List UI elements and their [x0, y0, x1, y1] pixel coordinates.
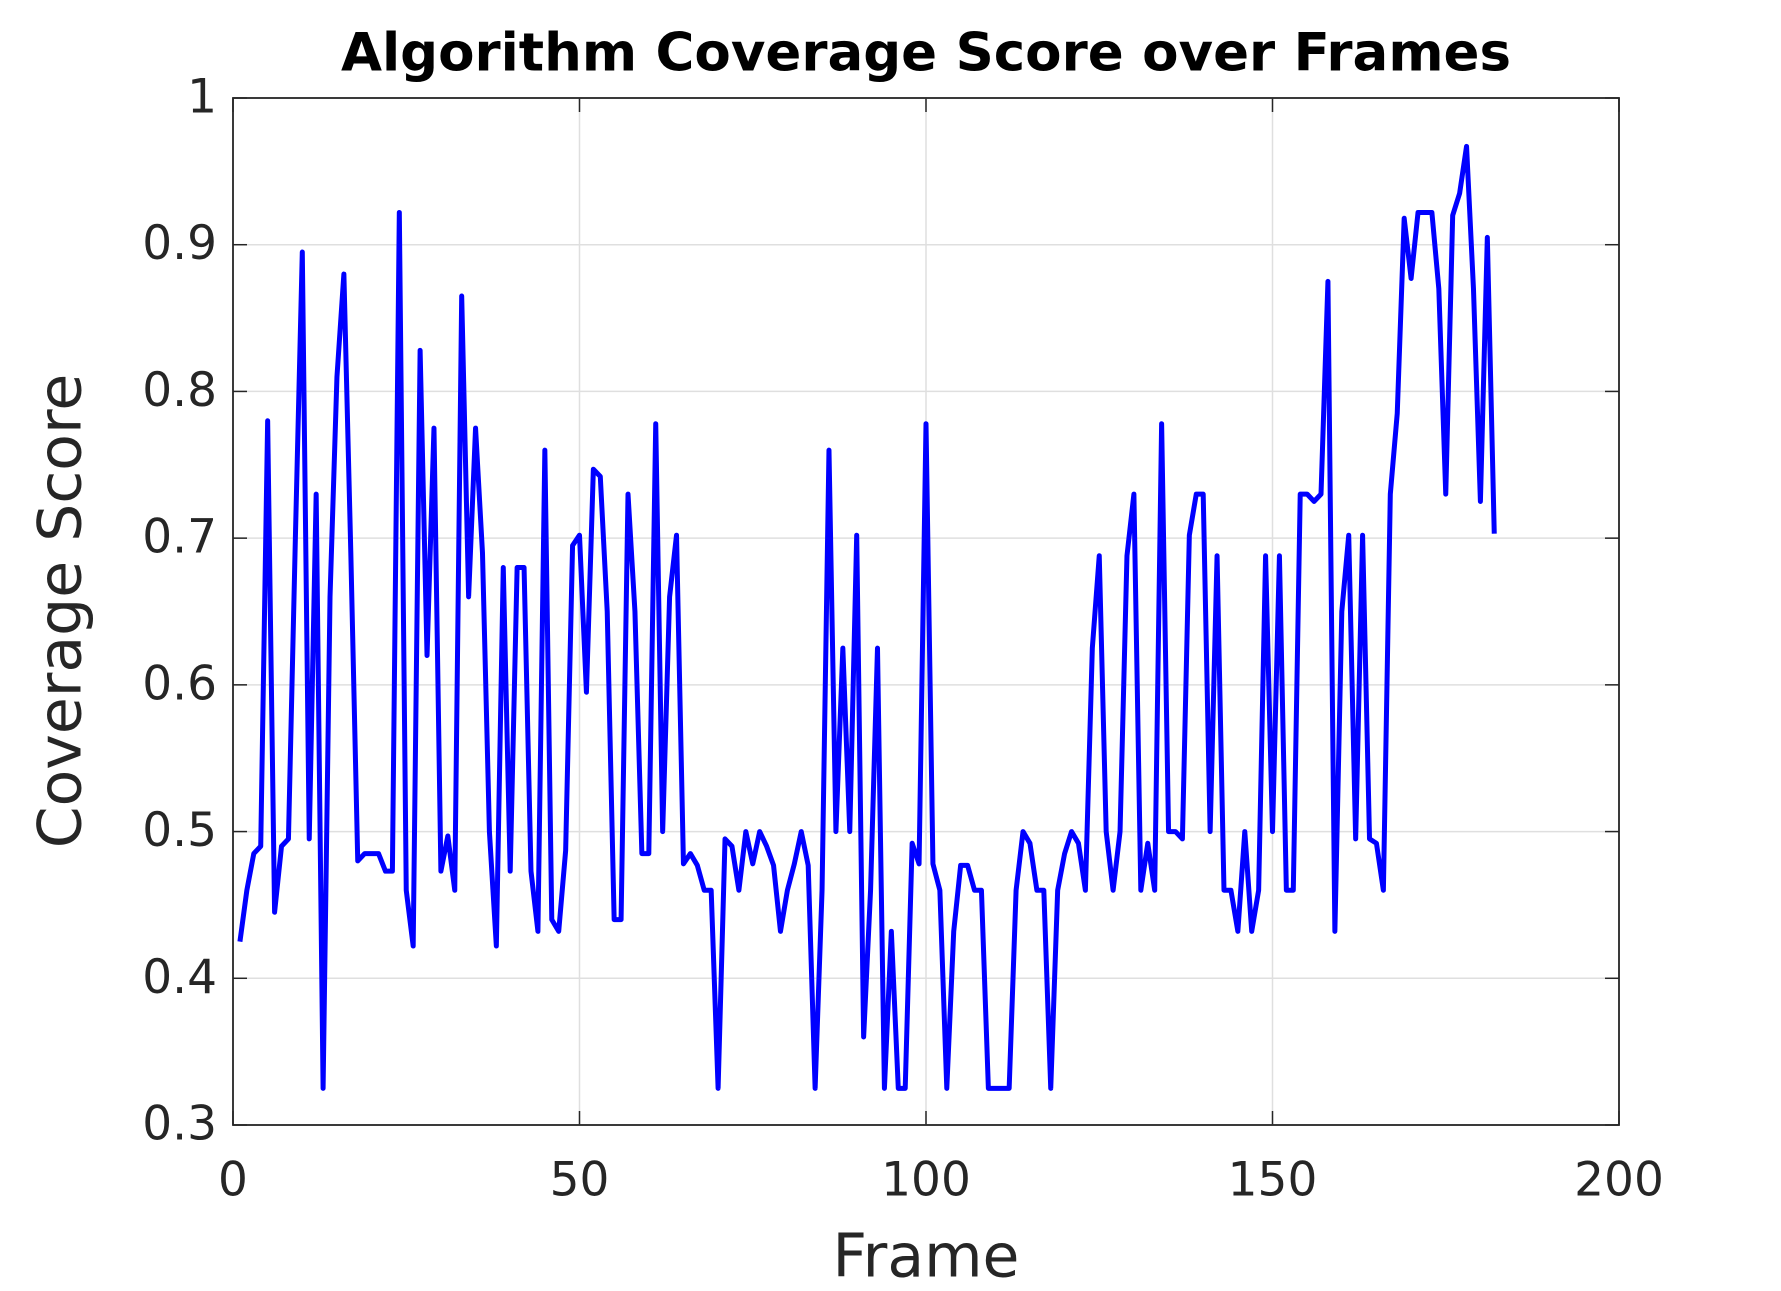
- x-tick-label: 100: [881, 1153, 971, 1208]
- y-tick-label: 0.8: [142, 363, 217, 418]
- y-tick-label: 0.4: [142, 950, 217, 1005]
- x-tick-label: 50: [550, 1153, 610, 1208]
- y-tick-label: 0.7: [142, 510, 217, 565]
- y-tick-label: 0.6: [142, 656, 217, 711]
- y-tick-label: 0.5: [142, 803, 217, 858]
- y-axis-label: Coverage Score: [26, 374, 96, 849]
- x-axis-label: Frame: [833, 1222, 1020, 1291]
- y-tick-label: 0.3: [142, 1097, 217, 1152]
- y-tick-label: 0.9: [142, 216, 217, 271]
- plot-frame: [232, 97, 1620, 1126]
- x-tick-label: 200: [1574, 1153, 1664, 1208]
- x-tick-label: 0: [218, 1153, 248, 1208]
- data-line: [237, 143, 1497, 1091]
- chart-title: Algorithm Coverage Score over Frames: [341, 23, 1511, 84]
- x-tick-label: 150: [1228, 1153, 1318, 1208]
- y-tick-label: 1: [187, 70, 217, 125]
